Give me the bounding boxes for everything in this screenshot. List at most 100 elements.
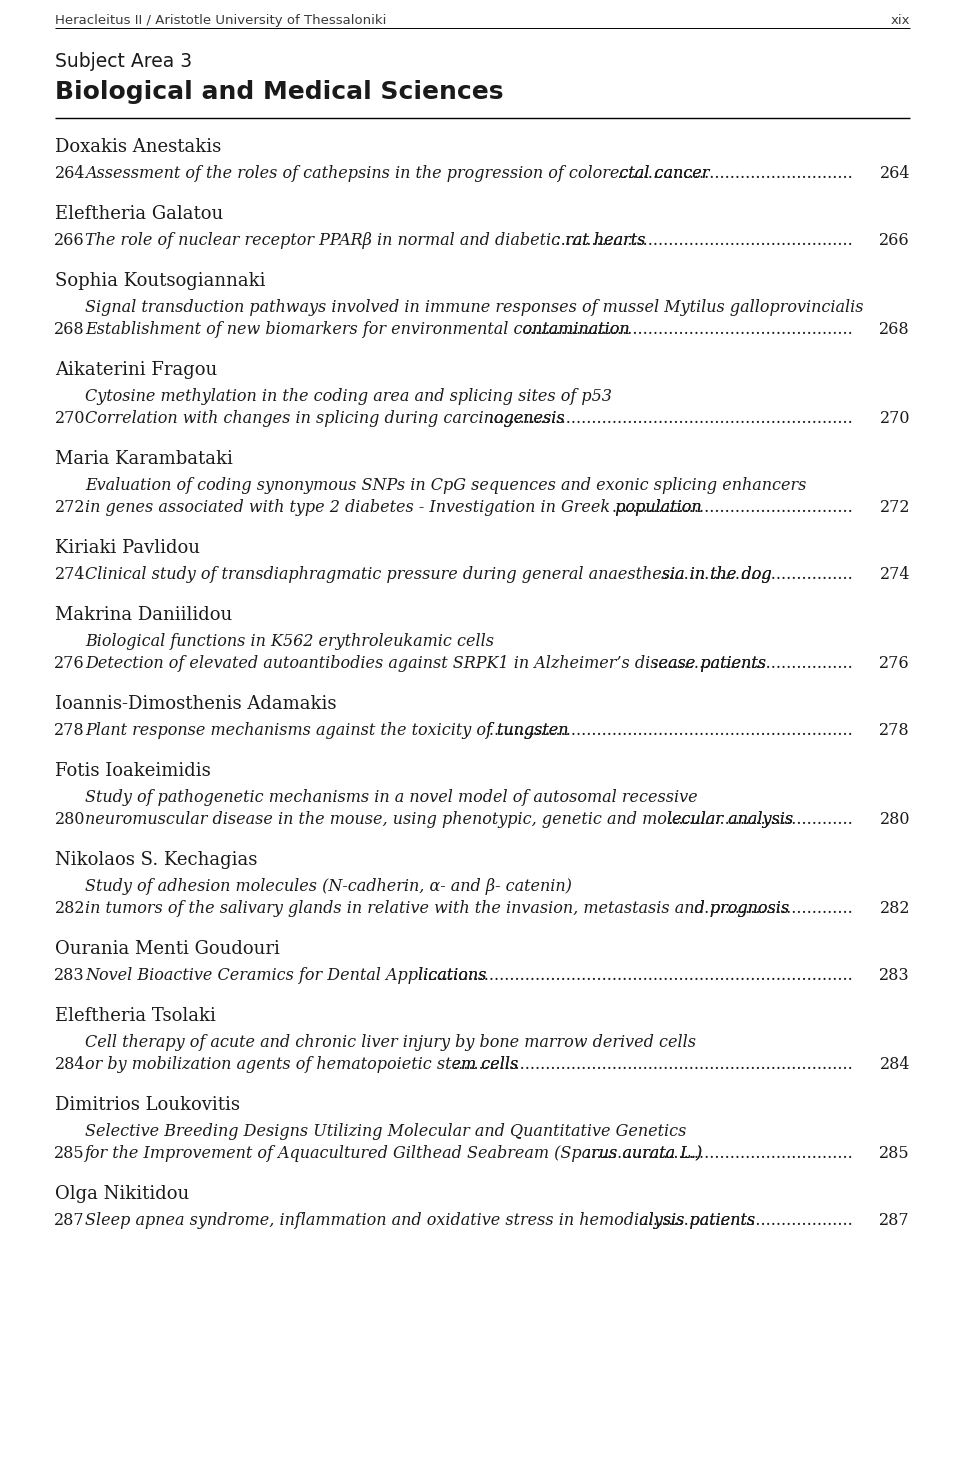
Text: Study of adhesion molecules (N-cadherin, α- and β- catenin): Study of adhesion molecules (N-cadherin,… (85, 878, 572, 895)
Text: Maria Karambataki: Maria Karambataki (55, 450, 233, 468)
Text: Nikolaos S. Kechagias: Nikolaos S. Kechagias (55, 851, 257, 869)
Text: Correlation with changes in splicing during carcinogenesis: Correlation with changes in splicing dur… (85, 410, 564, 428)
Text: 283: 283 (879, 966, 910, 984)
Text: 272: 272 (879, 499, 910, 517)
Text: ................................................................................: ........................................… (85, 565, 853, 583)
FancyBboxPatch shape (84, 565, 660, 591)
Text: Aikaterini Fragou: Aikaterini Fragou (55, 361, 217, 379)
Text: neuromuscular disease in the mouse, using phenotypic, genetic and molecular anal: neuromuscular disease in the mouse, usin… (85, 811, 793, 827)
Text: or by mobilization agents of hematopoietic stem cells: or by mobilization agents of hematopoiet… (85, 1057, 518, 1073)
Text: 282: 282 (879, 900, 910, 918)
Text: The role of nuclear receptor PPARβ in normal and diabetic rat hearts: The role of nuclear receptor PPARβ in no… (85, 232, 645, 249)
Text: Ioannis-Dimosthenis Adamakis: Ioannis-Dimosthenis Adamakis (55, 696, 337, 713)
FancyBboxPatch shape (881, 321, 914, 345)
Text: 278: 278 (879, 722, 910, 739)
Text: Evaluation of coding synonymous SNPs in CpG sequences and exonic splicing enhanc: Evaluation of coding synonymous SNPs in … (85, 477, 806, 494)
FancyBboxPatch shape (84, 499, 612, 522)
Text: ................................................................................: ........................................… (85, 1212, 853, 1228)
Text: neuromuscular disease in the mouse, using phenotypic, genetic and molecular anal: neuromuscular disease in the mouse, usin… (85, 811, 793, 827)
FancyBboxPatch shape (84, 1057, 454, 1080)
FancyBboxPatch shape (881, 1212, 914, 1236)
Text: Kiriaki Pavlidou: Kiriaki Pavlidou (55, 539, 200, 556)
Text: 282: 282 (879, 900, 910, 918)
Text: 274: 274 (879, 565, 910, 583)
Text: 282: 282 (55, 900, 85, 918)
Text: Sleep apnea syndrome, inflammation and oxidative stress in hemodialysis patients: Sleep apnea syndrome, inflammation and o… (85, 1212, 756, 1228)
FancyBboxPatch shape (84, 900, 695, 924)
Text: 270: 270 (879, 410, 910, 428)
Text: Establishment of new biomarkers for environmental contamination: Establishment of new biomarkers for envi… (85, 321, 630, 337)
Text: Biological and Medical Sciences: Biological and Medical Sciences (55, 80, 503, 104)
Text: ................................................................................: ........................................… (85, 900, 853, 918)
Text: Cell therapy of acute and chronic liver injury by bone marrow derived cells: Cell therapy of acute and chronic liver … (85, 1035, 696, 1051)
Text: in genes associated with type 2 diabetes - Investigation in Greek population: in genes associated with type 2 diabetes… (85, 499, 702, 517)
Text: 276: 276 (879, 656, 910, 672)
Text: Sleep apnea syndrome, inflammation and oxidative stress in hemodialysis patients: Sleep apnea syndrome, inflammation and o… (85, 1212, 756, 1228)
Text: or by mobilization agents of hematopoietic stem cells: or by mobilization agents of hematopoiet… (85, 1057, 518, 1073)
Text: for the Improvement of Aquacultured Gilthead Seabream (Sparus aurata L.): for the Improvement of Aquacultured Gilt… (85, 1146, 704, 1162)
Text: Cytosine methylation in the coding area and splicing sites of p53: Cytosine methylation in the coding area … (85, 388, 612, 406)
Text: 276: 276 (55, 656, 85, 672)
Text: 284: 284 (879, 1057, 910, 1073)
FancyBboxPatch shape (881, 410, 914, 434)
FancyBboxPatch shape (84, 410, 489, 434)
FancyBboxPatch shape (881, 722, 914, 746)
Text: Subject Area 3: Subject Area 3 (55, 52, 192, 71)
Text: 285: 285 (879, 1146, 910, 1162)
Text: 272: 272 (55, 499, 85, 517)
Text: Detection of elevated autoantibodies against SRPK1 in Alzheimer’s disease patien: Detection of elevated autoantibodies aga… (85, 656, 766, 672)
Text: ................................................................................: ........................................… (85, 656, 853, 672)
Text: 287: 287 (879, 1212, 910, 1228)
Text: 266: 266 (879, 232, 910, 249)
FancyBboxPatch shape (84, 722, 489, 746)
FancyBboxPatch shape (84, 232, 557, 256)
Text: Clinical study of transdiaphragmatic pressure during general anaesthesia in the : Clinical study of transdiaphragmatic pre… (85, 565, 772, 583)
Text: ................................................................................: ........................................… (85, 966, 853, 984)
FancyBboxPatch shape (84, 966, 420, 992)
FancyBboxPatch shape (84, 164, 619, 189)
Text: in genes associated with type 2 diabetes - Investigation in Greek population: in genes associated with type 2 diabetes… (85, 499, 702, 517)
Text: Ourania Menti Goudouri: Ourania Menti Goudouri (55, 940, 280, 958)
Text: ................................................................................: ........................................… (85, 321, 853, 337)
Text: ................................................................................: ........................................… (85, 1057, 853, 1073)
Text: 272: 272 (879, 499, 910, 517)
Text: 268: 268 (879, 321, 910, 337)
Text: 285: 285 (879, 1146, 910, 1162)
Text: Heracleitus II / Aristotle University of Thessaloniki: Heracleitus II / Aristotle University of… (55, 13, 386, 27)
FancyBboxPatch shape (881, 1146, 914, 1169)
Text: Biological functions in K562 erythroleukamic cells: Biological functions in K562 erythroleuk… (85, 633, 494, 650)
Text: Eleftheria Tsolaki: Eleftheria Tsolaki (55, 1006, 216, 1026)
Text: Selective Breeding Designs Utilizing Molecular and Quantitative Genetics: Selective Breeding Designs Utilizing Mol… (85, 1123, 686, 1140)
Text: Plant response mechanisms against the toxicity of tungsten: Plant response mechanisms against the to… (85, 722, 568, 739)
Text: Establishment of new biomarkers for environmental contamination: Establishment of new biomarkers for envi… (85, 321, 630, 337)
FancyBboxPatch shape (84, 1146, 585, 1169)
Text: ................................................................................: ........................................… (85, 164, 853, 182)
Text: xix: xix (891, 13, 910, 27)
FancyBboxPatch shape (881, 900, 914, 924)
Text: 284: 284 (55, 1057, 85, 1073)
Text: 283: 283 (879, 966, 910, 984)
Text: Study of pathogenetic mechanisms in a novel model of autosomal recessive: Study of pathogenetic mechanisms in a no… (85, 789, 698, 807)
Text: ................................................................................: ........................................… (85, 232, 853, 249)
Text: 264: 264 (55, 164, 85, 182)
Text: Signal transduction pathways involved in immune responses of mussel Mytilus gall: Signal transduction pathways involved in… (85, 299, 863, 317)
Text: ................................................................................: ........................................… (85, 722, 853, 739)
FancyBboxPatch shape (881, 811, 914, 835)
FancyBboxPatch shape (881, 966, 914, 992)
Text: 278: 278 (55, 722, 85, 739)
Text: ................................................................................: ........................................… (85, 499, 853, 517)
Text: 280: 280 (55, 811, 85, 827)
Text: 274: 274 (879, 565, 910, 583)
Text: Plant response mechanisms against the toxicity of tungsten: Plant response mechanisms against the to… (85, 722, 568, 739)
Text: in tumors of the salivary glands in relative with the invasion, metastasis and p: in tumors of the salivary glands in rela… (85, 900, 789, 918)
Text: 287: 287 (879, 1212, 910, 1228)
Text: Makrina Daniilidou: Makrina Daniilidou (55, 605, 232, 625)
Text: Doxakis Anestakis: Doxakis Anestakis (55, 138, 221, 155)
Text: 285: 285 (55, 1146, 85, 1162)
Text: 268: 268 (55, 321, 85, 337)
Text: Novel Bioactive Ceramics for Dental Applications: Novel Bioactive Ceramics for Dental Appl… (85, 966, 487, 984)
Text: Fotis Ioakeimidis: Fotis Ioakeimidis (55, 762, 211, 780)
FancyBboxPatch shape (881, 232, 914, 256)
Text: Assessment of the roles of cathepsins in the progression of colorectal cancer: Assessment of the roles of cathepsins in… (85, 164, 709, 182)
Text: 270: 270 (879, 410, 910, 428)
